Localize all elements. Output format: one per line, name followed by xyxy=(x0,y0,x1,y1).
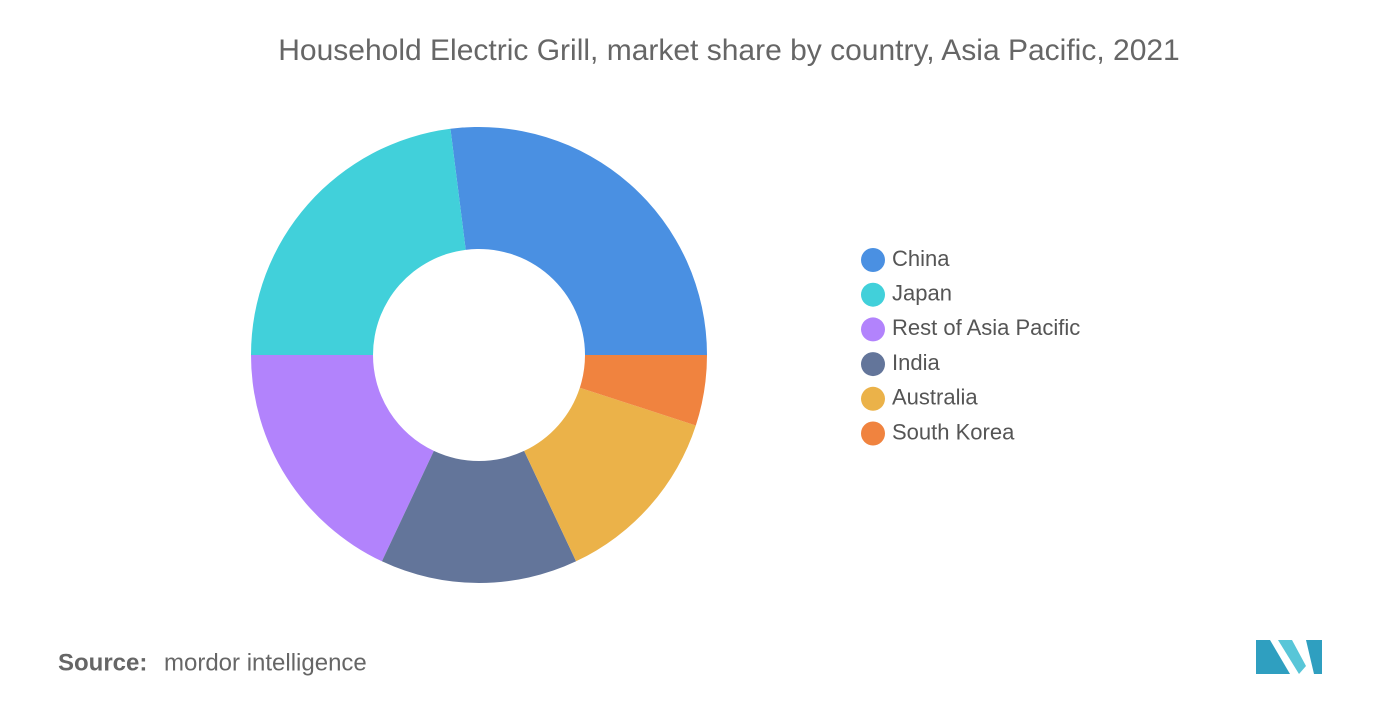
logo xyxy=(1256,640,1322,674)
legend-marker xyxy=(861,248,885,272)
donut-slice xyxy=(450,127,707,355)
donut-slice xyxy=(524,387,696,562)
donut-slice xyxy=(579,355,707,426)
legend-marker xyxy=(861,282,885,307)
legend-marker xyxy=(861,421,885,446)
legend-marker xyxy=(861,386,885,411)
legend-label: South Korea xyxy=(892,419,1015,444)
legend-label: India xyxy=(892,350,940,375)
source-text: mordor intelligence xyxy=(164,649,367,676)
legend-marker xyxy=(861,352,885,377)
legend-label: Japan xyxy=(892,281,952,306)
legend-marker xyxy=(861,317,885,342)
source-label: Source: xyxy=(58,649,147,676)
donut-slice xyxy=(251,128,466,355)
donut-slice xyxy=(251,355,434,562)
legend-label: Rest of Asia Pacific xyxy=(892,315,1080,340)
chart-title: Household Electric Grill, market share b… xyxy=(278,34,1180,67)
legend-label: Australia xyxy=(892,385,978,410)
donut-slice xyxy=(381,450,577,583)
legend-label: China xyxy=(892,246,950,271)
